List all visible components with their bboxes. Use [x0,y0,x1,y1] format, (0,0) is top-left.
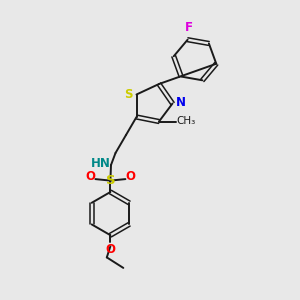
Text: HN: HN [91,157,110,170]
Text: CH₃: CH₃ [177,116,196,127]
Text: O: O [105,243,116,256]
Text: F: F [185,21,193,34]
Text: O: O [85,170,95,183]
Text: O: O [126,170,136,183]
Text: N: N [176,95,186,109]
Text: S: S [124,88,133,101]
Text: S: S [106,174,115,187]
